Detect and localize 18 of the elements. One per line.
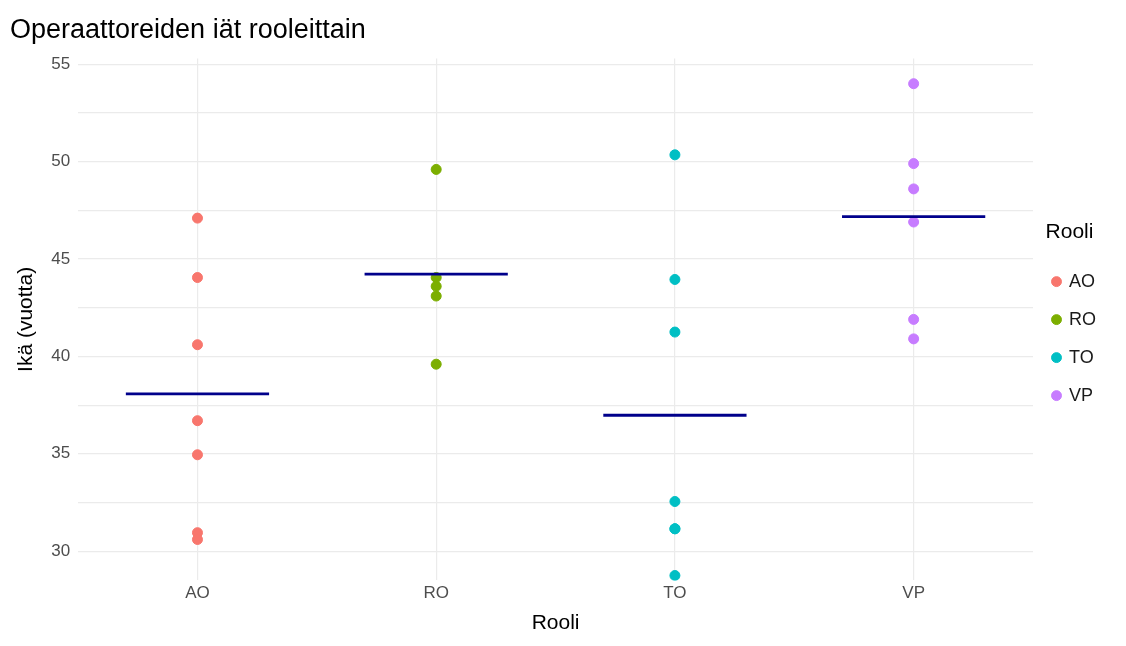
y-tick-label: 35 [51,443,71,463]
legend-label: TO [1069,346,1094,367]
x-tick-label: AO [185,583,210,603]
legend-label: AO [1069,270,1096,291]
y-tick-label: 40 [51,346,71,366]
legend-title: Rooli [1045,218,1094,242]
x-tick-label: RO [423,583,449,603]
y-tick-label: 55 [51,53,71,73]
chart-title: Operaattoreiden iät rooleittain [10,13,366,44]
y-tick-label: 50 [51,151,71,171]
y-tick-label: 45 [51,248,71,268]
legend-label: RO [1069,308,1096,329]
x-tick-label: VP [902,583,925,603]
x-tick-label: TO [663,583,687,603]
y-tick-label: 30 [51,540,71,560]
x-axis-title: Rooli [531,610,580,634]
y-axis-title: Ikä (vuotta) [13,266,37,372]
legend-label: VP [1069,384,1094,405]
